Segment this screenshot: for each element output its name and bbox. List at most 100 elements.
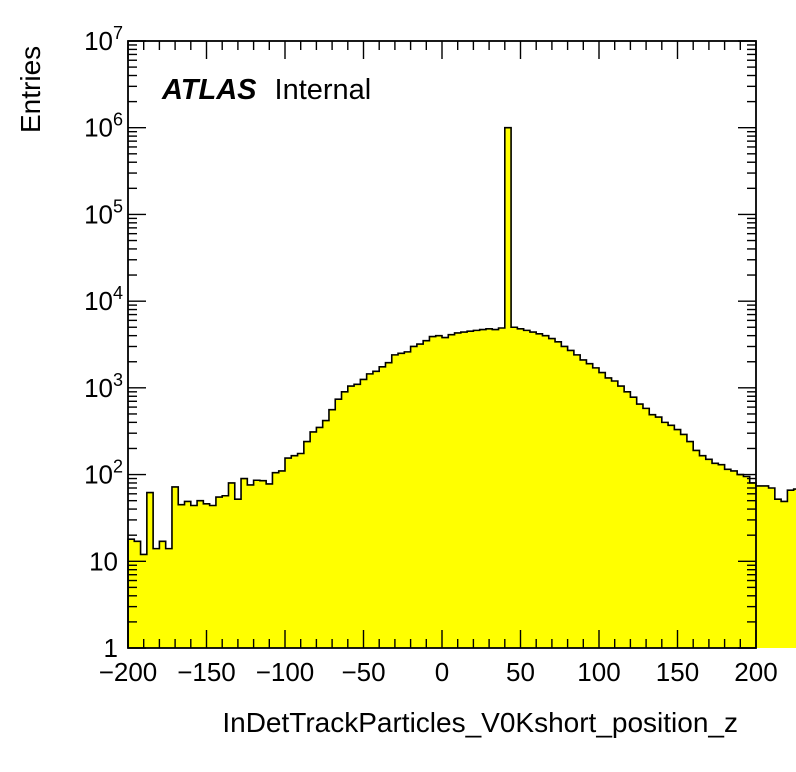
histogram-bin	[297, 453, 305, 648]
histogram-bin	[661, 422, 669, 648]
histogram-bin	[762, 485, 770, 648]
histogram-bin	[599, 372, 606, 648]
histogram-bin	[492, 329, 500, 648]
histogram-bin	[209, 505, 217, 648]
histogram-bin	[473, 330, 481, 648]
x-tick-label: −100	[256, 657, 315, 687]
y-tick-labels: 1 10 102 103 104 105 106 107	[84, 23, 123, 663]
y-tick-label: 105	[84, 196, 123, 229]
histogram-bin	[379, 366, 387, 648]
histogram-bin	[429, 336, 437, 648]
y-tick-label: 106	[84, 110, 123, 143]
histogram-bin	[485, 328, 493, 648]
histogram-bin	[372, 371, 380, 648]
histogram-bin	[542, 335, 550, 648]
histogram-bin	[398, 353, 405, 648]
histogram-bin	[153, 548, 160, 648]
histogram-bin	[203, 503, 211, 648]
histogram-bin	[580, 359, 588, 648]
x-tick-labels: −200 −150 −100 −50 0 50 100 150 200	[99, 657, 778, 687]
histogram-bin	[561, 346, 569, 648]
histogram-bin	[523, 330, 531, 648]
histogram-bin	[259, 480, 267, 648]
histogram-bin	[247, 484, 255, 648]
histogram-bin	[680, 434, 688, 648]
histogram-bin	[253, 480, 261, 648]
histogram-bin	[385, 362, 393, 648]
histogram-bin	[404, 351, 412, 648]
histogram-bin	[241, 478, 248, 648]
histogram-bin	[322, 420, 330, 648]
x-tick-label: −50	[341, 657, 385, 687]
y-tick-label: 107	[84, 23, 123, 56]
histogram-bin	[354, 384, 361, 648]
axis-ticks	[127, 40, 757, 649]
histogram-bin	[442, 337, 449, 648]
histogram-bin	[668, 425, 675, 648]
histogram-bin	[341, 391, 349, 648]
x-tick-label: 50	[506, 657, 535, 687]
histogram-bin	[655, 417, 663, 648]
histogram-bin	[159, 541, 167, 648]
histogram-bin	[310, 431, 317, 648]
histogram-bin	[416, 344, 424, 648]
histogram-bin	[303, 441, 311, 648]
histogram-bin	[467, 331, 474, 648]
histogram-bin	[768, 488, 776, 648]
histogram-bin	[165, 548, 173, 648]
histogram-bin	[724, 469, 732, 648]
histogram-bin	[222, 495, 230, 648]
x-tick-label: −150	[177, 657, 236, 687]
x-axis-title: InDetTrackParticles_V0Kshort_position_z	[222, 707, 738, 738]
histogram-bin	[529, 332, 537, 648]
y-tick-label: 104	[84, 283, 123, 316]
histogram-bin	[197, 500, 204, 648]
histogram-bin	[630, 397, 638, 648]
histogram-bin	[636, 404, 644, 648]
histogram-bin	[335, 399, 343, 648]
histogram-bin	[171, 486, 179, 648]
histogram-bin	[140, 554, 148, 648]
histogram-bin	[435, 335, 443, 648]
histogram-bin	[642, 408, 650, 648]
histogram-bin	[448, 334, 456, 648]
histogram-bin	[730, 470, 738, 648]
histogram-bin	[291, 455, 299, 648]
histogram-bin	[686, 441, 694, 648]
histogram-bin	[611, 380, 619, 648]
histogram-bin	[228, 482, 236, 648]
y-axis-title: Entries	[15, 46, 46, 133]
x-tick-label: 150	[656, 657, 699, 687]
y-tick-label: 1	[104, 633, 118, 663]
histogram-bin	[743, 476, 751, 648]
x-tick-label: 0	[435, 657, 449, 687]
histogram-bin	[460, 332, 468, 648]
histogram-bin	[517, 328, 525, 648]
histogram-bin	[328, 409, 336, 648]
histogram-bin	[674, 429, 682, 648]
histogram-bin	[787, 490, 795, 648]
histogram-outline	[127, 126, 796, 648]
atlas-label-text: Internal	[275, 74, 372, 106]
histogram-bin	[128, 539, 135, 648]
histogram-bin	[567, 350, 575, 648]
histogram-bin	[410, 346, 418, 648]
atlas-label: ATLAS Internal	[161, 74, 371, 106]
histogram-bin	[592, 367, 600, 648]
histogram-bin	[234, 499, 242, 648]
y-tick-label: 10	[89, 546, 118, 576]
histogram-bin	[504, 127, 512, 648]
histogram-bin	[756, 485, 763, 648]
histogram-bin	[215, 497, 223, 648]
histogram-bin	[347, 386, 355, 648]
histogram-bin	[793, 489, 796, 648]
x-tick-label: −200	[99, 657, 158, 687]
y-tick-label: 103	[84, 370, 123, 403]
x-tick-label: 100	[577, 657, 620, 687]
histogram-bin	[184, 501, 192, 648]
histogram-bin	[366, 373, 374, 648]
histogram-bin	[586, 363, 594, 648]
histogram-bin	[360, 379, 368, 648]
histogram-bin	[278, 470, 286, 648]
